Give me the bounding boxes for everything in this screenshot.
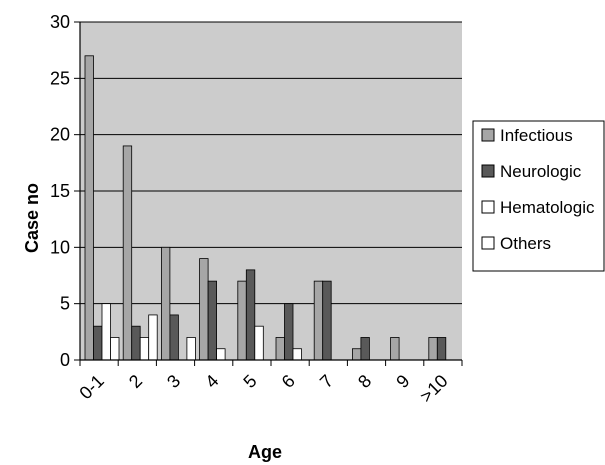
bars xyxy=(84,55,447,361)
x-tick-label: >10 xyxy=(416,371,452,407)
legend-swatch-infectious xyxy=(481,128,495,142)
legend-label-hematologic: Hematologic xyxy=(500,198,595,217)
legend-swatch-hematologic xyxy=(481,200,495,214)
y-tick-label: 20 xyxy=(50,125,70,145)
x-tick-label: 2 xyxy=(125,371,146,392)
x-tick-label: 5 xyxy=(240,371,261,392)
bar-neurologic-0 xyxy=(93,325,103,361)
legend-label-others: Others xyxy=(500,234,551,253)
bar-infectious-6 xyxy=(313,280,324,361)
bar-infectious-0 xyxy=(84,55,94,361)
bar-neurologic-2 xyxy=(169,314,179,361)
axes xyxy=(74,21,463,366)
x-tick-label: 8 xyxy=(354,371,375,392)
y-axis-title: Case no xyxy=(22,183,42,253)
y-tick-labels: 0 5 10 15 20 25 30 xyxy=(50,12,70,370)
legend-swatch-neurologic xyxy=(481,164,495,178)
bar-infectious-4 xyxy=(237,280,247,361)
bar-neurologic-3 xyxy=(207,280,218,361)
x-tick-label: 4 xyxy=(201,371,222,392)
y-tick-label: 5 xyxy=(60,294,70,314)
bar-infectious-7 xyxy=(351,348,362,361)
gridlines xyxy=(80,21,462,305)
x-tick-labels: 0-1 2 3 4 5 6 7 8 9 >10 xyxy=(75,371,451,407)
legend: Infectious Neurologic Hematologic Others xyxy=(472,120,605,272)
bar-neurologic-5 xyxy=(284,303,294,361)
x-axis-title: Age xyxy=(248,442,282,462)
y-tick-label: 10 xyxy=(50,237,70,257)
bar-infectious-1 xyxy=(122,145,133,361)
bar-neurologic-6 xyxy=(322,280,332,361)
bar-hematologic-1 xyxy=(139,337,150,361)
bar-infectious-2 xyxy=(160,246,171,361)
legend-label-infectious: Infectious xyxy=(500,126,573,145)
bar-infectious-8 xyxy=(390,337,400,361)
bar-infectious-9 xyxy=(428,337,438,361)
y-tick-label: 30 xyxy=(50,12,70,32)
y-tick-label: 15 xyxy=(50,181,70,201)
bar-hematologic-5 xyxy=(292,348,302,361)
bar-hematologic-3 xyxy=(216,348,226,361)
x-tick-label: 9 xyxy=(392,371,413,392)
y-tick-label: 25 xyxy=(50,68,70,88)
y-tick-label: 0 xyxy=(60,350,70,370)
x-tick-label: 0-1 xyxy=(75,371,108,404)
x-tick-label: 7 xyxy=(316,371,337,392)
bar-infectious-5 xyxy=(275,337,285,361)
bar-others-2 xyxy=(186,337,196,361)
legend-box xyxy=(472,120,605,272)
bar-neurologic-9 xyxy=(436,337,447,361)
x-tick-label: 6 xyxy=(278,371,299,392)
legend-label-neurologic: Neurologic xyxy=(500,162,582,181)
bar-infectious-3 xyxy=(199,258,209,361)
bar-neurologic-1 xyxy=(131,325,141,361)
legend-swatch-others xyxy=(481,236,495,250)
bar-hematologic-0 xyxy=(101,303,111,361)
bar-neurologic-7 xyxy=(360,337,370,361)
bar-neurologic-4 xyxy=(245,269,256,361)
bar-hematologic-4 xyxy=(254,325,264,361)
bar-others-1 xyxy=(148,314,158,361)
x-tick-label: 3 xyxy=(163,371,184,392)
bar-others-0 xyxy=(110,337,120,361)
